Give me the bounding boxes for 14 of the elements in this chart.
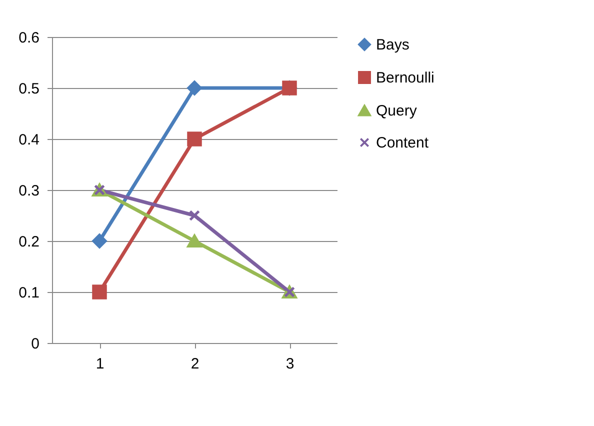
- x-tick-label: 3: [286, 356, 294, 372]
- x-tick-label: 2: [190, 356, 200, 372]
- legend-label: Content: [376, 134, 430, 152]
- y-tick-label: 0.6: [18, 30, 40, 46]
- y-tick-label: 0: [31, 336, 40, 352]
- y-tick-label: 0.3: [18, 182, 40, 200]
- y-tick-label: 0.2: [18, 234, 40, 250]
- y-tick-label: 0.5: [18, 80, 40, 98]
- y-tick-label: 0.4: [18, 132, 40, 148]
- y-tick-label: 0.1: [18, 284, 40, 302]
- x-tick-label: 1: [96, 356, 104, 372]
- legend-label: Bernoulli: [376, 70, 434, 86]
- legend-label: Query: [376, 102, 418, 120]
- legend-label: Bays: [376, 36, 410, 54]
